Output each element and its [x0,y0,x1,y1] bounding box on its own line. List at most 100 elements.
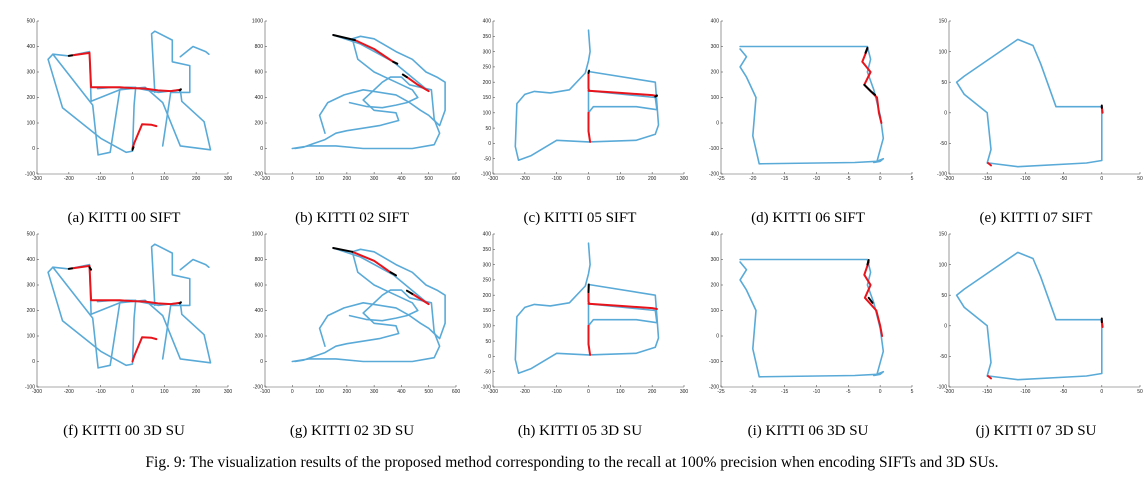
miss-line [332,247,354,253]
x-tick-label: -200 [520,176,530,182]
plot-area: -200 -150 -100 -50 0 50 -100 -50 0 50 100 150 [937,232,1143,395]
x-tick-label: 100 [616,389,625,395]
x-tick-label: 600 [452,176,461,182]
x-tick-label: -20 [749,176,756,182]
y-tick-label: 100 [711,308,720,314]
x-tick-label: 0 [587,176,590,182]
miss-line [88,266,93,271]
y-tick-label: 0 [260,146,263,152]
x-tick-label: -100 [260,176,270,182]
x-tick-label: 0 [879,176,882,182]
axes-frame [720,234,912,388]
match-line [987,162,992,167]
x-tick-label: 300 [224,176,233,182]
y-tick-label: 300 [27,70,36,76]
match-line [587,72,591,92]
match-line [144,87,182,93]
x-tick-label: -15 [781,176,788,182]
x-tick-label: 100 [160,389,169,395]
x-tick-label: 400 [397,176,406,182]
x-tick-label: -20 [749,389,756,395]
x-tick-label: 300 [370,389,379,395]
y-tick-label: 300 [483,262,492,268]
chart-panel: -300 -200 -100 0 100 200 300 -100 -50 0 50 100 150 20… [466,12,694,227]
x-tick-label: 100 [315,389,324,395]
x-tick-label: 400 [397,389,406,395]
y-tick-label: -100 [709,146,719,152]
subfigure-caption: (j) KITTI 07 3D SU [975,423,1097,439]
y-tick-label: 0 [944,111,947,117]
subfigure-caption: (c) KITTI 05 SIFT [523,210,637,226]
y-tick-label: 200 [27,95,36,101]
match-line [131,336,158,363]
y-tick-label: 150 [939,232,948,238]
y-tick-label: 0 [944,324,947,330]
match-line [71,264,147,303]
trajectory-line [150,30,191,147]
y-tick-label: 350 [483,247,492,253]
subfigure-caption: (g) KITTI 02 3D SU [289,423,415,439]
subfigure-caption: (a) KITTI 00 SIFT [67,210,181,226]
y-tick-label: -50 [484,369,491,375]
y-tick-label: 0 [488,141,491,147]
trajectory-line [318,35,446,134]
y-tick-label: 150 [483,95,492,101]
x-tick-label: 200 [343,389,352,395]
x-tick-label: -200 [520,389,530,395]
x-tick-label: 200 [343,176,352,182]
figure-caption: Fig. 9: The visualization results of the… [145,454,999,471]
chart-panel: -300 -200 -100 0 100 200 300 -100 -50 0 50 100 150 20… [466,225,694,440]
chart-panel: -200 -150 -100 -50 0 50 -100 -50 0 50 100 150 (j) KI… [922,225,1144,440]
y-tick-label: 100 [27,121,36,127]
match-line [144,300,182,306]
trajectory-line [179,45,210,58]
chart-panel: -25 -20 -15 -10 -5 0 5 -200 -100 0 100 200 300 400 (d)… [694,12,922,227]
x-tick-label: 100 [616,176,625,182]
y-tick-label: 200 [483,80,492,86]
x-tick-label: 200 [648,176,657,182]
x-tick-label: -300 [32,389,42,395]
miss-line [405,289,414,295]
plot-area: -300 -200 -100 0 100 200 300 -100 -50 0 50 100 150 20… [481,232,688,395]
x-tick-label: -200 [64,389,74,395]
miss-line [654,94,658,98]
y-tick-label: 400 [711,19,720,25]
x-tick-label: -100 [1020,176,1030,182]
x-tick-label: -100 [260,389,270,395]
x-tick-label: -10 [813,389,820,395]
trajectory-line [332,247,430,305]
y-tick-label: 400 [255,95,264,101]
y-tick-label: 150 [483,308,492,314]
y-tick-label: 400 [27,44,36,50]
miss-line [401,73,408,79]
y-tick-label: 0 [488,354,491,360]
x-tick-label: -15 [781,389,788,395]
subfigure-caption: (b) KITTI 02 SIFT [295,210,409,226]
axes-frame [720,21,912,175]
y-tick-label: 100 [27,334,36,340]
y-tick-label: -100 [937,385,947,391]
trajectory-line [955,38,1103,168]
x-tick-label: 0 [1100,176,1103,182]
chart-panel: -100 0 100 200 300 400 500 600 -200 0 200 400 600 800… [238,225,466,440]
match-line [587,291,591,305]
miss-line [866,259,870,266]
y-tick-label: 300 [27,283,36,289]
y-tick-label: -100 [25,172,35,178]
x-tick-label: -100 [96,176,106,182]
y-tick-label: 100 [711,95,720,101]
y-tick-label: 500 [27,19,36,25]
y-tick-label: 50 [485,126,491,132]
trajectory-line [739,258,885,378]
x-tick-label: 0 [1100,389,1103,395]
x-tick-label: 0 [291,176,294,182]
match-line [587,111,592,143]
y-tick-label: 100 [939,49,948,55]
trajectory-line [291,289,441,363]
match-line [587,302,658,310]
x-tick-label: 200 [192,389,201,395]
miss-line [587,69,591,74]
plot-area: -25 -20 -15 -10 -5 0 5 -200 -100 0 100 200 300 400 [709,232,914,395]
y-tick-label: 0 [260,359,263,365]
x-tick-label: -10 [813,176,820,182]
